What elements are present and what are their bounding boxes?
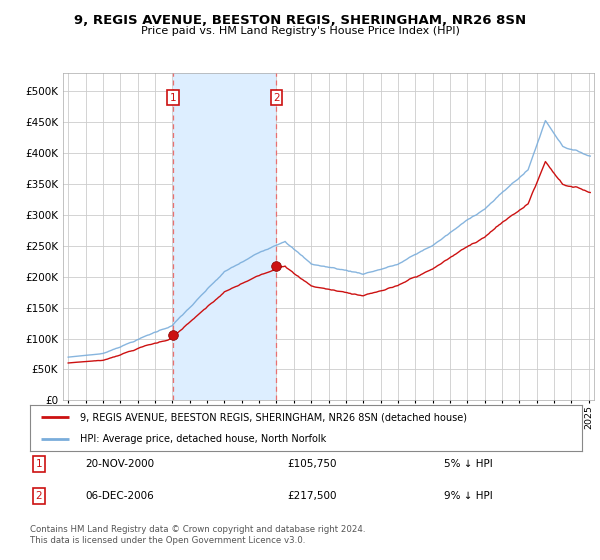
Text: 2: 2: [273, 92, 280, 102]
Text: 9, REGIS AVENUE, BEESTON REGIS, SHERINGHAM, NR26 8SN: 9, REGIS AVENUE, BEESTON REGIS, SHERINGH…: [74, 14, 526, 27]
Bar: [173, 73, 277, 400]
Text: 20-NOV-2000: 20-NOV-2000: [85, 459, 155, 469]
Text: 5% ↓ HPI: 5% ↓ HPI: [443, 459, 493, 469]
Text: Price paid vs. HM Land Registry's House Price Index (HPI): Price paid vs. HM Land Registry's House …: [140, 26, 460, 36]
Text: £105,750: £105,750: [287, 459, 337, 469]
Text: £217,500: £217,500: [287, 491, 337, 501]
Text: 06-DEC-2006: 06-DEC-2006: [86, 491, 154, 501]
Text: Contains HM Land Registry data © Crown copyright and database right 2024.
This d: Contains HM Land Registry data © Crown c…: [30, 525, 365, 545]
Text: 2: 2: [35, 491, 43, 501]
Text: HPI: Average price, detached house, North Norfolk: HPI: Average price, detached house, Nort…: [80, 435, 326, 444]
Text: 1: 1: [35, 459, 43, 469]
Text: 9, REGIS AVENUE, BEESTON REGIS, SHERINGHAM, NR26 8SN (detached house): 9, REGIS AVENUE, BEESTON REGIS, SHERINGH…: [80, 412, 467, 422]
Text: 9% ↓ HPI: 9% ↓ HPI: [443, 491, 493, 501]
Text: 1: 1: [170, 92, 176, 102]
